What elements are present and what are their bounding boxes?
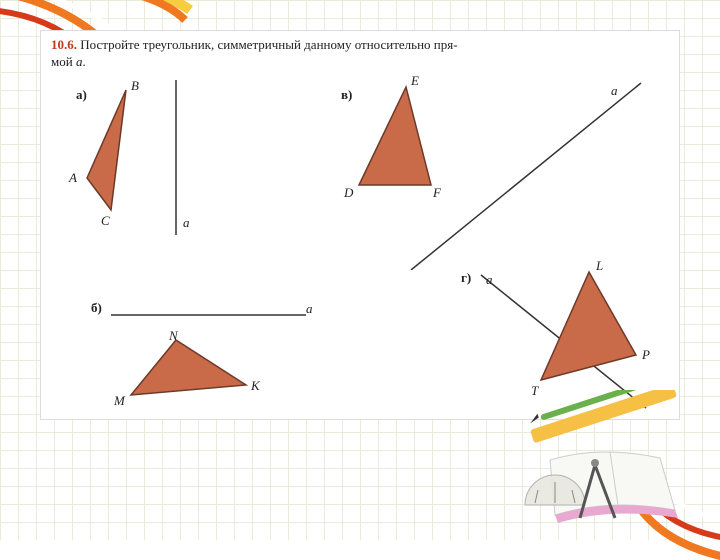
line-a-label-4: a [486, 272, 493, 288]
problem-text-2: мой [51, 54, 76, 69]
figure-v [331, 75, 651, 270]
vertex-C: C [101, 213, 110, 229]
vertex-K: K [251, 378, 260, 394]
stationery-decoration [500, 390, 700, 530]
vertex-F: F [433, 185, 441, 201]
vertex-M: M [114, 393, 125, 409]
vertex-A: A [69, 170, 77, 186]
problem-box: 10.6. Постройте треугольник, симметричны… [40, 30, 680, 420]
problem-text-1: Постройте треугольник, симметричный данн… [80, 37, 457, 52]
vertex-N: N [169, 328, 178, 344]
problem-text-end: . [82, 54, 85, 69]
vertex-E: E [411, 73, 419, 89]
figure-a [61, 80, 221, 240]
vertex-B: B [131, 78, 139, 94]
vertex-P: P [642, 347, 650, 363]
problem-number: 10.6. [51, 37, 77, 52]
problem-statement: 10.6. Постройте треугольник, симметричны… [41, 31, 679, 75]
vertex-L: L [596, 258, 603, 274]
vertex-D: D [344, 185, 353, 201]
line-a-label-3: a [611, 83, 618, 99]
diagram-area: а) A B C a в) D E F a б) a M N K г) [41, 75, 679, 425]
line-a-label-2: a [306, 301, 313, 317]
line-a-label-1: a [183, 215, 190, 231]
